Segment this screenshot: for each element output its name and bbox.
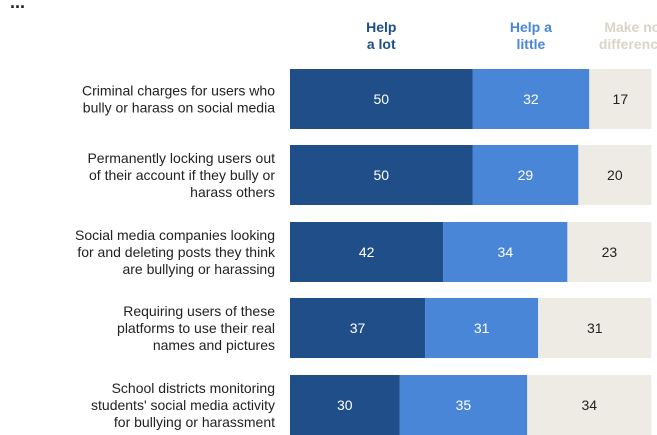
chart-title-clipped: ... [10, 0, 26, 12]
bar-value-label: 17 [613, 91, 629, 107]
bar-value-label: 50 [373, 91, 389, 107]
category-labels: Criminal charges for users who bully or h… [75, 83, 276, 431]
bar-segment [578, 145, 652, 205]
bar-value-label: 34 [582, 397, 598, 413]
bars: 50 32 17 50 29 20 42 34 23 37 31 31 30 35 34 [290, 69, 652, 435]
bar-segment [567, 222, 652, 282]
category-label: Criminal charges for users who bully or h… [82, 83, 275, 116]
bar-value-label: 34 [498, 244, 514, 260]
bar-value-label: 31 [587, 320, 603, 336]
bar-segment [290, 69, 473, 129]
bar-segment [443, 222, 568, 282]
category-label: School districts monitoring students' soc… [91, 380, 275, 430]
category-label: Social media companies looking for and de… [75, 227, 276, 277]
bar-value-label: 35 [456, 397, 472, 413]
bar-segment [425, 298, 539, 358]
bar-segment [589, 69, 652, 129]
bar-segment [399, 375, 528, 435]
legend-help-a-lot: Help a lot [366, 19, 396, 52]
bar-value-label: 20 [607, 167, 623, 183]
legend-make-no-difference: Make nodifference [599, 19, 657, 52]
bar-segment [527, 375, 652, 435]
bar-value-label: 30 [337, 397, 353, 413]
category-label: Requiring users of these platforms to use… [117, 303, 275, 353]
bar-segment [290, 298, 426, 358]
bar-segment [290, 145, 473, 205]
bar-value-label: 37 [350, 320, 366, 336]
bar-value-label: 50 [373, 167, 389, 183]
legend-help-a-little: Help a little [510, 19, 552, 52]
bar-value-label: 23 [602, 244, 618, 260]
bar-segment [472, 145, 579, 205]
bar-segment [290, 375, 400, 435]
bar-value-label: 32 [523, 91, 539, 107]
bar-value-label: 42 [359, 244, 375, 260]
bar-segment [290, 222, 444, 282]
bar-segment [472, 69, 590, 129]
bar-value-label: 31 [474, 320, 490, 336]
category-label: Permanently locking users out of their ac… [87, 150, 275, 200]
bar-segment [538, 298, 652, 358]
bar-value-label: 29 [518, 167, 534, 183]
